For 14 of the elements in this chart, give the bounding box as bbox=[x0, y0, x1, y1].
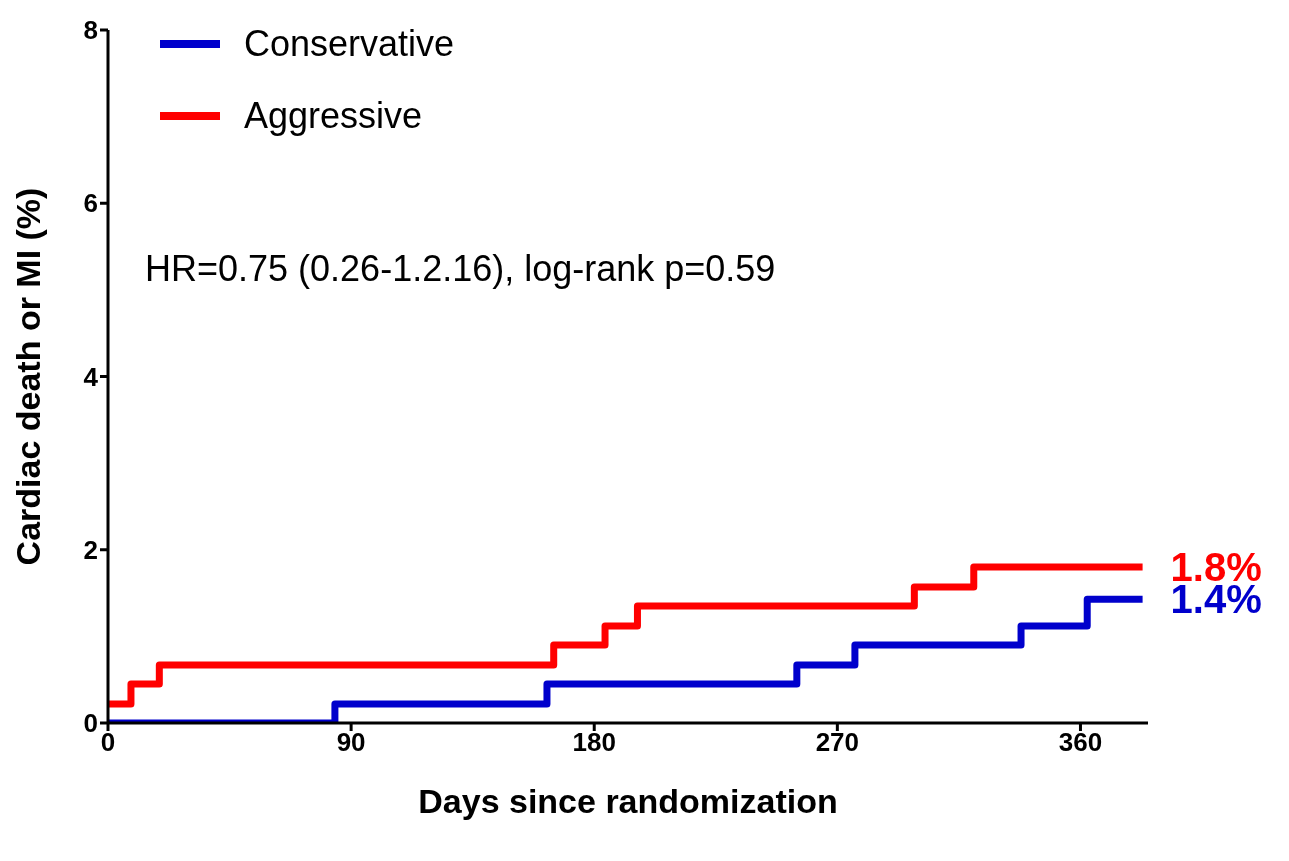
x-tick-label: 360 bbox=[1058, 727, 1103, 758]
y-tick-label: 2 bbox=[83, 534, 98, 565]
legend-label: Aggressive bbox=[244, 95, 423, 137]
y-tick-label: 0 bbox=[83, 708, 98, 739]
annotation: HR=0.75 (0.26-1.2.16), log-rank p=0.59 bbox=[145, 248, 776, 290]
x-axis-title: Days since randomization bbox=[418, 782, 838, 820]
x-tick-label: 180 bbox=[572, 727, 616, 758]
legend-label: Conservative bbox=[244, 23, 455, 65]
x-tick-label: 90 bbox=[336, 727, 366, 758]
x-tick-label: 270 bbox=[815, 727, 860, 758]
y-tick-label: 6 bbox=[83, 188, 98, 219]
y-tick-label: 8 bbox=[83, 15, 98, 46]
y-axis-title: Cardiac death or MI (%) bbox=[9, 187, 48, 566]
y-tick-label: 4 bbox=[83, 361, 99, 392]
